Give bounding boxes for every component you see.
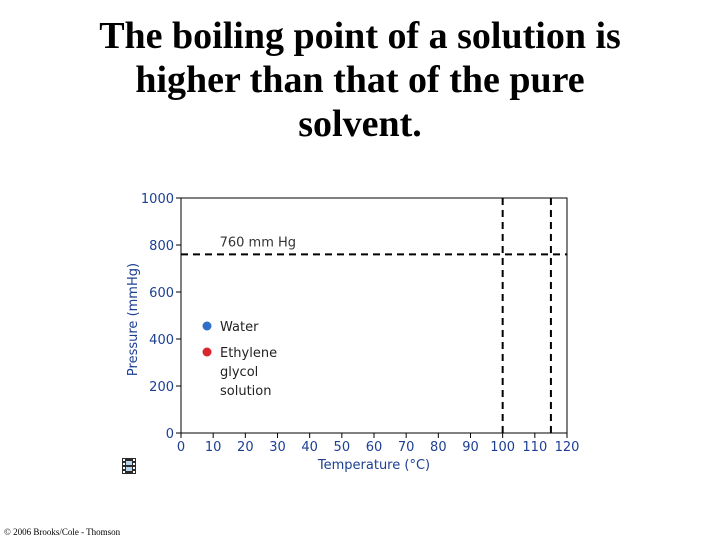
y-tick-label-0: 0 <box>166 427 174 442</box>
x-tick-label-4: 40 <box>301 440 318 455</box>
x-tick-label-8: 80 <box>430 440 447 455</box>
x-tick-label-1: 10 <box>205 440 222 455</box>
x-tick-label-3: 30 <box>269 440 286 455</box>
x-tick-label-2: 20 <box>237 440 254 455</box>
title-line-2: higher than that of the pure <box>135 59 585 101</box>
legend-label-1-0: Ethylene <box>220 346 277 361</box>
x-tick-label-11: 110 <box>522 440 547 455</box>
y-tick-label-4: 800 <box>149 239 174 254</box>
legend-label-0-0: Water <box>220 320 259 335</box>
x-axis-label: Temperature (°C) <box>317 458 430 473</box>
x-tick-label-7: 70 <box>398 440 415 455</box>
x-tick-label-6: 60 <box>366 440 383 455</box>
y-tick-label-3: 600 <box>149 286 174 301</box>
y-tick-label-2: 400 <box>149 333 174 348</box>
legend-label-1-2: solution <box>220 384 271 399</box>
x-tick-label-5: 50 <box>334 440 351 455</box>
y-tick-label-1: 200 <box>149 380 174 395</box>
title-line-1: The boiling point of a solution is <box>99 15 621 57</box>
x-tick-label-0: 0 <box>177 440 185 455</box>
x-tick-label-9: 90 <box>462 440 479 455</box>
y-axis-label: Pressure (mmHg) <box>126 263 141 376</box>
slide-title: The boiling point of a solution is highe… <box>40 14 680 146</box>
reference-label-760mmhg: 760 mm Hg <box>220 235 296 250</box>
y-tick-label-5: 1000 <box>141 192 174 207</box>
title-line-3: solvent. <box>298 103 422 145</box>
x-tick-label-10: 100 <box>490 440 515 455</box>
film-strip-icon[interactable] <box>122 458 136 474</box>
x-tick-label-12: 120 <box>555 440 580 455</box>
legend-marker-0 <box>202 321 212 331</box>
copyright-credit: © 2006 Brooks/Cole - Thomson <box>4 527 121 537</box>
legend-marker-1 <box>202 347 212 357</box>
legend-label-1-1: glycol <box>220 365 258 380</box>
